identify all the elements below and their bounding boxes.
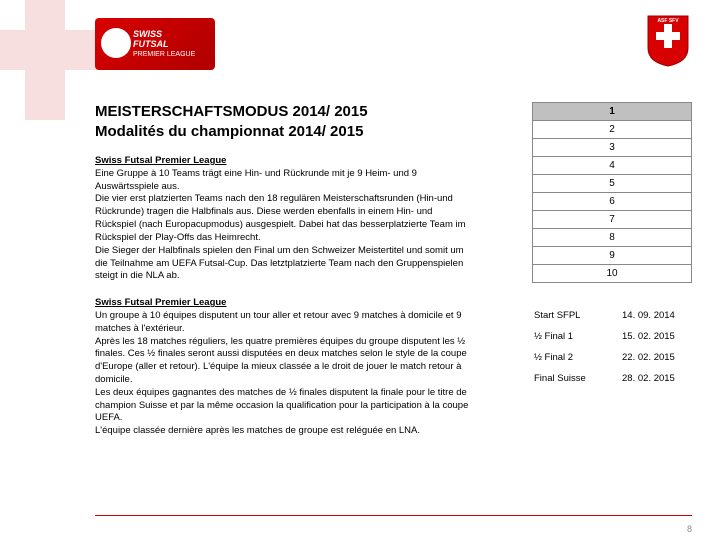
section-fr-p3: Les deux équipes gagnantes des matches d… [95,387,475,425]
logo-sub: PREMIER LEAGUE [133,51,215,58]
ranking-row: 8 [533,229,692,247]
logo-line2: FUTSAL [133,39,169,49]
section-de-p2: Die vier erst platzierten Teams nach den… [95,193,475,244]
footer-divider [95,515,692,516]
ranking-row: 5 [533,175,692,193]
ranking-table: 12345678910 [532,102,692,283]
swiss-futsal-logo: SWISSFUTSAL PREMIER LEAGUE [95,18,215,70]
date-value: 28. 02. 2015 [620,368,692,389]
section-de-p3: Die Sieger der Halbfinals spielen den Fi… [95,245,475,283]
ranking-row: 4 [533,157,692,175]
date-label: Start SFPL [532,305,620,326]
section-fr-p2: Après les 18 matches réguliers, les quat… [95,336,475,387]
page-number: 8 [687,524,692,534]
ranking-row: 2 [533,121,692,139]
section-fr-p1: Un groupe à 10 équipes disputent un tour… [95,310,475,336]
right-column: 12345678910 Start SFPL14. 09. 2014½ Fina… [532,102,692,389]
ranking-row: 3 [533,139,692,157]
svg-text:ASF SFV: ASF SFV [657,18,679,24]
date-label: ½ Final 1 [532,326,620,347]
date-label: ½ Final 2 [532,347,620,368]
ranking-row: 1 [533,103,692,121]
sfv-shield-logo: ASF SFV [644,12,692,68]
dates-table: Start SFPL14. 09. 2014½ Final 115. 02. 2… [532,305,692,389]
ranking-row: 10 [533,265,692,283]
section-fr-p4: L'équipe classée dernière après les matc… [95,425,475,438]
ranking-row: 6 [533,193,692,211]
date-label: Final Suisse [532,368,620,389]
section-german: Swiss Futsal Premier League Eine Gruppe … [95,155,475,283]
section-de-heading: Swiss Futsal Premier League [95,155,475,168]
ranking-row: 9 [533,247,692,265]
section-de-p1: Eine Gruppe à 10 Teams trägt eine Hin- u… [95,168,475,194]
ranking-row: 7 [533,211,692,229]
section-french: Swiss Futsal Premier League Un groupe à … [95,297,475,438]
logo-line1: SWISS [133,29,162,39]
section-fr-heading: Swiss Futsal Premier League [95,297,475,310]
date-value: 14. 09. 2014 [620,305,692,326]
date-value: 15. 02. 2015 [620,326,692,347]
date-value: 22. 02. 2015 [620,347,692,368]
